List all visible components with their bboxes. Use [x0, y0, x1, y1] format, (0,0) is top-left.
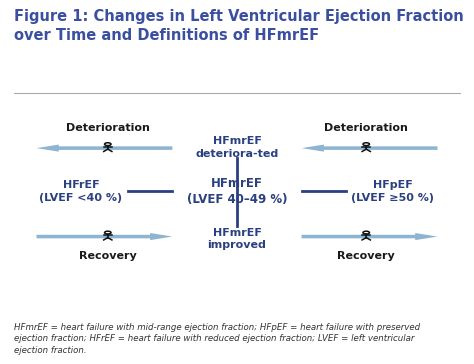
Polygon shape [301, 145, 438, 152]
Text: HFmrEF
deteriora­ted: HFmrEF deteriora­ted [195, 136, 279, 159]
Polygon shape [301, 233, 438, 240]
Text: HFpEF
(LVEF ≥50 %): HFpEF (LVEF ≥50 %) [351, 180, 435, 203]
Text: HFmrEF = heart failure with mid-range ejection fraction; HFpEF = heart failure w: HFmrEF = heart failure with mid-range ej… [14, 323, 420, 355]
Polygon shape [36, 233, 173, 240]
Text: Deterioration: Deterioration [66, 123, 150, 133]
Text: HFrEF
(LVEF <40 %): HFrEF (LVEF <40 %) [39, 180, 123, 203]
Text: HFmrEF
improved: HFmrEF improved [208, 228, 266, 250]
Text: Figure 1: Changes in Left Ventricular Ejection Fraction
over Time and Definition: Figure 1: Changes in Left Ventricular Ej… [14, 9, 464, 43]
Polygon shape [36, 145, 173, 152]
Text: Deterioration: Deterioration [324, 123, 408, 133]
Text: Recovery: Recovery [79, 251, 137, 261]
Text: HFmrEF
(LVEF 40–49 %): HFmrEF (LVEF 40–49 %) [187, 177, 287, 206]
Text: Recovery: Recovery [337, 251, 395, 261]
